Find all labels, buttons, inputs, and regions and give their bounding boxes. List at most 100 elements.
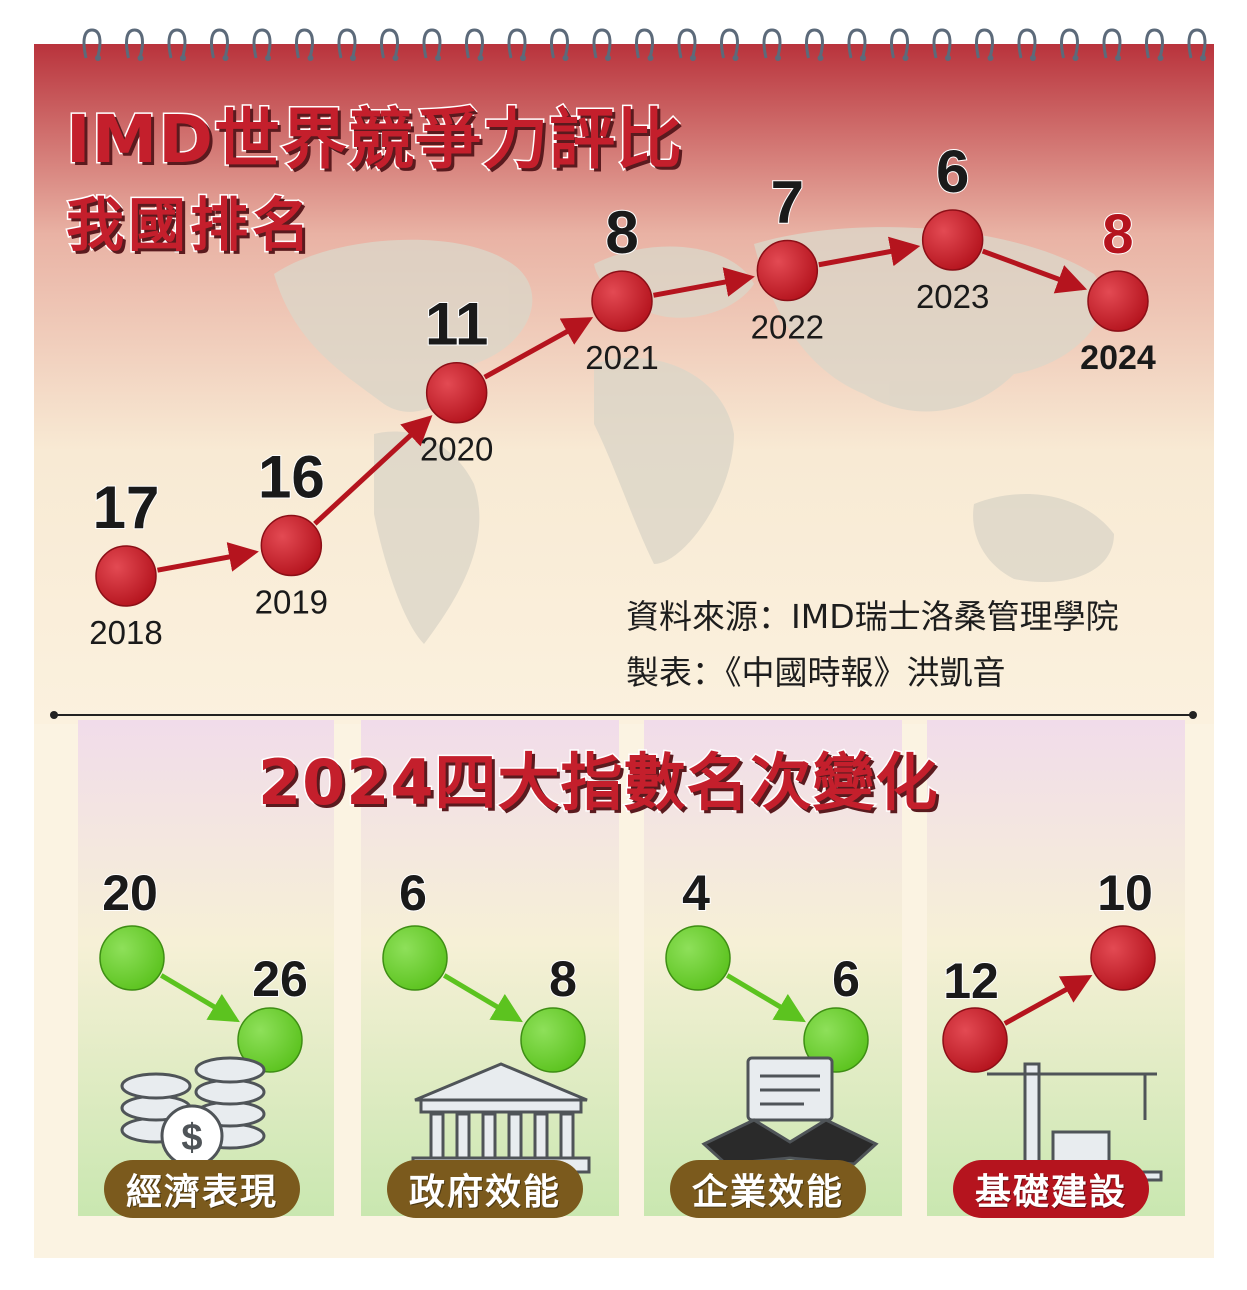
trend-arrow xyxy=(818,236,921,268)
rank-marker-2020 xyxy=(425,361,488,424)
binding-ring xyxy=(167,28,187,59)
index-label-2: 政府效能 xyxy=(387,1160,583,1218)
ring-hole xyxy=(817,55,824,61)
indices-chart: 20 26 $6 8 4 6 12 10 xyxy=(99,864,1163,1182)
trend-arrow xyxy=(483,317,594,380)
ring-hole xyxy=(945,55,951,61)
binding-ring xyxy=(847,28,867,59)
ring-hole xyxy=(350,55,356,61)
binding-ring xyxy=(295,28,314,59)
index-rank-from: 12 xyxy=(943,953,999,1009)
trend-arrow xyxy=(157,542,259,573)
binding-ring xyxy=(125,28,144,59)
ring-hole xyxy=(690,55,696,61)
ring-hole xyxy=(902,55,909,61)
rank-chart: 17 2018 16 2019 11 2020 8 2021 7 2022 6 2023 8 2024 xyxy=(89,137,1156,651)
index-arrow xyxy=(442,973,523,1023)
index-arrow xyxy=(1003,974,1093,1026)
divider-dot-right xyxy=(1189,711,1197,719)
main-subtitle: 我國排名 xyxy=(64,190,315,261)
index-marker-to xyxy=(1090,925,1156,991)
trend-arrow xyxy=(981,248,1088,294)
ring-hole xyxy=(435,55,441,61)
ring-hole xyxy=(265,55,271,61)
index-rank-to: 10 xyxy=(1097,865,1153,921)
binding-ring xyxy=(337,28,357,59)
binding-ring xyxy=(635,28,654,59)
rank-marker-2019 xyxy=(260,514,323,577)
binding-ring xyxy=(1060,28,1079,59)
infographic-card xyxy=(34,44,1214,1258)
ring-hole xyxy=(562,55,569,61)
binding-ring xyxy=(932,28,952,59)
year-label: 2021 xyxy=(585,339,658,376)
ring-hole xyxy=(732,55,739,61)
world-map-decoration xyxy=(274,227,1114,644)
binding-ring xyxy=(550,28,569,59)
index-rank-from: 6 xyxy=(399,865,427,921)
binding-ring xyxy=(1017,28,1037,59)
ring-hole xyxy=(392,55,399,61)
index-marker-to xyxy=(237,1007,303,1073)
section-divider xyxy=(54,714,1194,716)
index-marker-from xyxy=(942,1007,1008,1073)
year-label: 2024 xyxy=(1080,339,1156,377)
index-marker-to xyxy=(803,1007,869,1073)
index-arrow xyxy=(725,973,806,1023)
binding-ring xyxy=(210,28,229,59)
ring-hole xyxy=(987,55,994,61)
index-arrow xyxy=(159,973,240,1023)
trend-arrow xyxy=(653,267,755,298)
main-title: IMD世界競爭力評比 xyxy=(64,100,684,180)
index-rank-to: 8 xyxy=(549,951,577,1007)
index-marker-from xyxy=(665,925,731,991)
year-label: 2023 xyxy=(916,278,989,315)
binding-ring xyxy=(805,28,824,59)
rank-marker-2018 xyxy=(95,545,157,607)
rank-marker-2021 xyxy=(591,270,653,332)
business-handshake-icon xyxy=(701,1056,879,1166)
ring-hole xyxy=(1200,55,1206,61)
rank-label: 6 xyxy=(936,138,969,205)
binding-ring xyxy=(762,28,782,59)
index-marker-to xyxy=(520,1007,586,1073)
ring-hole xyxy=(1157,55,1164,61)
binding-ring xyxy=(1145,28,1164,59)
rank-marker-2023 xyxy=(921,209,984,271)
binding-ring xyxy=(380,28,399,59)
binding-ring xyxy=(975,28,994,59)
ring-hole xyxy=(520,55,526,61)
index-marker-from xyxy=(382,925,448,991)
card-background xyxy=(34,44,1214,1258)
ring-hole xyxy=(137,55,144,61)
year-label: 2018 xyxy=(89,614,162,651)
binding-ring xyxy=(1187,28,1207,59)
binding-ring xyxy=(592,28,612,59)
rank-label: 8 xyxy=(1102,202,1133,265)
ring-hole xyxy=(222,55,229,61)
ring-hole xyxy=(860,55,866,61)
binding-ring xyxy=(677,28,697,59)
binding-ring xyxy=(422,28,442,59)
rank-label: 11 xyxy=(425,291,488,358)
year-label: 2019 xyxy=(255,583,328,620)
ring-hole xyxy=(95,55,101,61)
indices-title: 2024四大指數名次變化 xyxy=(257,745,940,821)
index-label-1: 經濟表現 xyxy=(104,1160,300,1218)
rank-label: 7 xyxy=(771,169,804,236)
rank-marker-2024 xyxy=(1087,270,1149,332)
rank-marker-2022 xyxy=(756,239,819,302)
trend-arrow xyxy=(313,415,433,526)
source-credit: 資料來源：IMD瑞士洛桑管理學院 xyxy=(626,597,1119,636)
year-label: 2020 xyxy=(420,431,493,468)
binding-ring xyxy=(465,28,484,59)
index-label-3: 企業效能 xyxy=(670,1160,866,1218)
binding-rings xyxy=(82,28,1207,61)
coins-dollar-icon: $ xyxy=(120,1056,266,1168)
index-rank-to: 6 xyxy=(832,951,860,1007)
ring-hole xyxy=(1115,55,1121,61)
ring-hole xyxy=(605,55,611,61)
binding-ring xyxy=(507,28,527,59)
government-building-icon xyxy=(411,1062,591,1174)
chart-credit: 製表：《中國時報》洪凱音 xyxy=(626,653,1006,692)
